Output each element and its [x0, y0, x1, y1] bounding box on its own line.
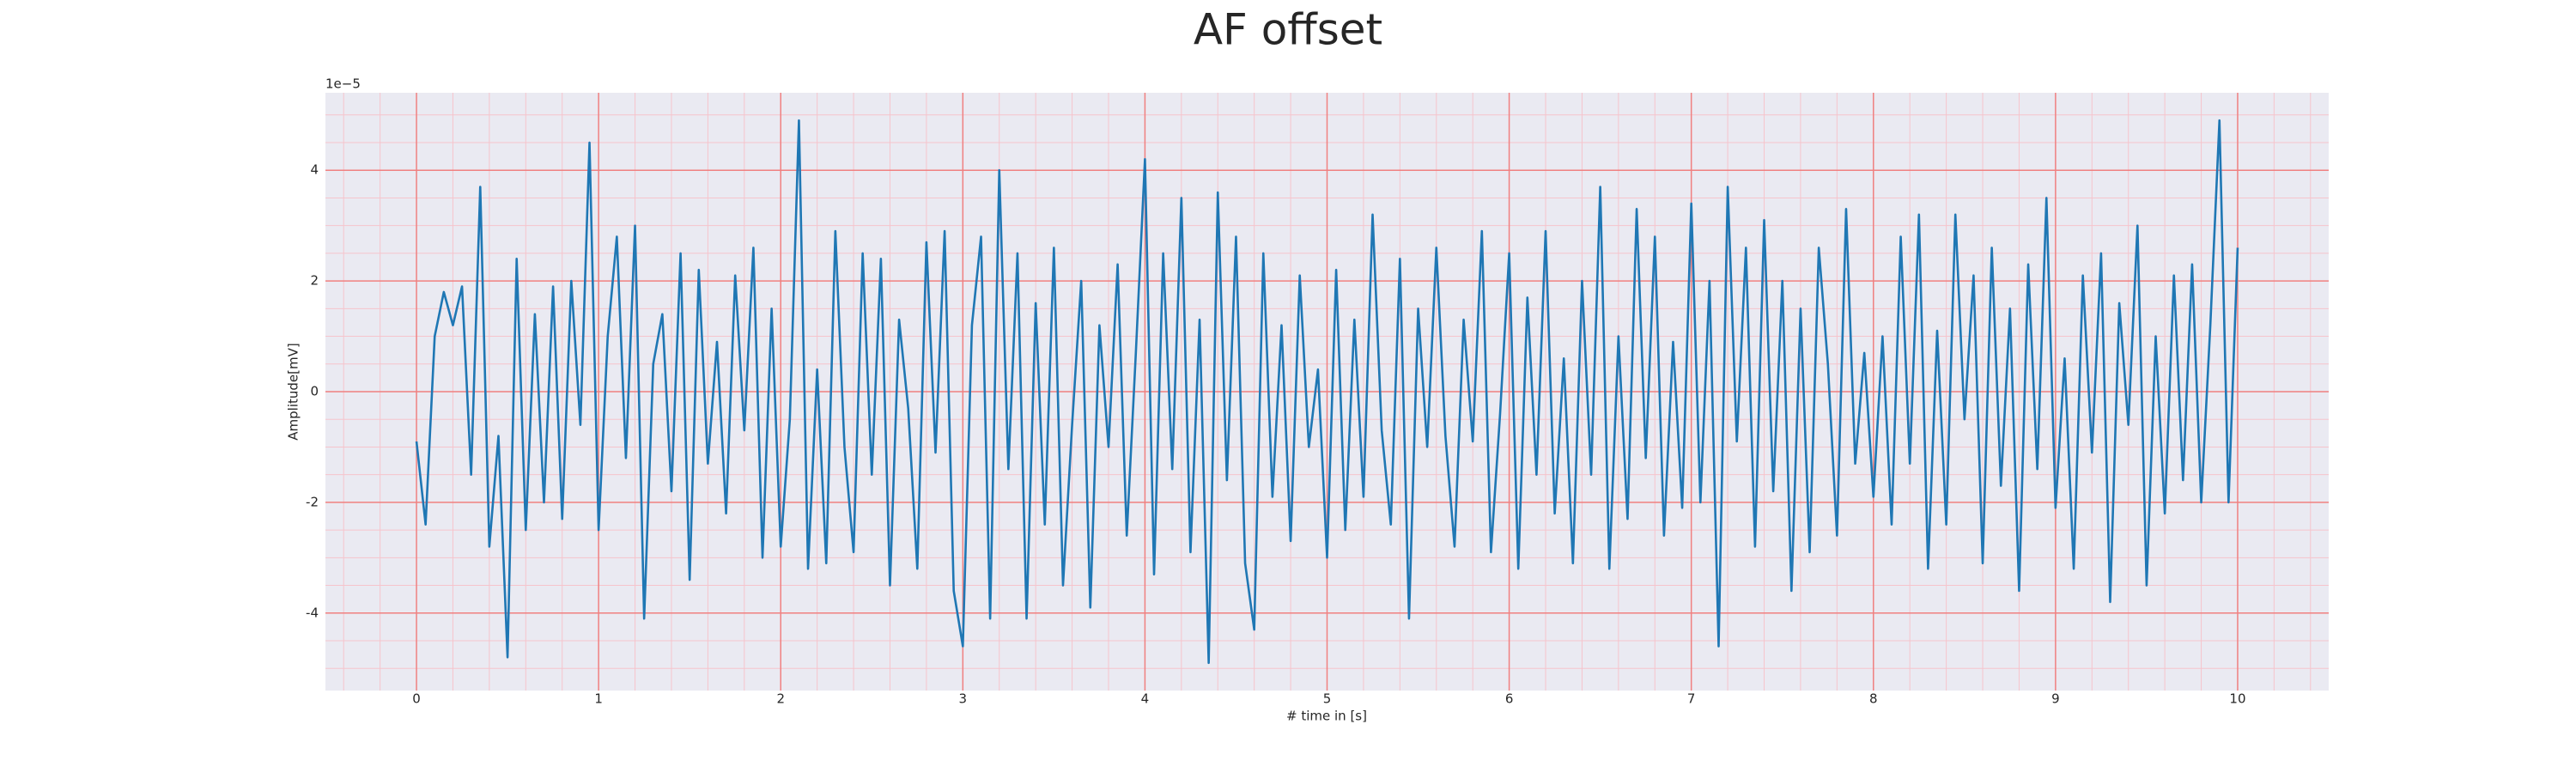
x-tick-label: 0: [412, 691, 421, 707]
y-axis-label: Amplitude[mV]: [286, 343, 301, 440]
x-tick-label: 1: [594, 691, 603, 707]
x-tick-label: 7: [1687, 691, 1696, 707]
data-line: [415, 119, 2239, 665]
x-tick-label: 10: [2229, 691, 2245, 707]
x-tick-label: 9: [2051, 691, 2060, 707]
y-tick-label: -4: [306, 605, 319, 620]
x-tick-label: 2: [776, 691, 785, 707]
x-tick-label: 4: [1141, 691, 1150, 707]
x-axis-label: # time in [s]: [1286, 709, 1367, 724]
y-tick-label: -2: [306, 494, 319, 509]
x-tick-label: 3: [959, 691, 968, 707]
axis-offset-label: 1e−5: [325, 76, 361, 92]
y-tick-label: 0: [310, 384, 319, 399]
chart-title: AF offset: [1194, 5, 1382, 55]
y-tick-label: 4: [310, 162, 319, 178]
x-tick-label: 6: [1505, 691, 1514, 707]
y-tick-label: 2: [310, 273, 319, 289]
x-tick-label: 5: [1323, 691, 1332, 707]
x-tick-label: 8: [1869, 691, 1878, 707]
